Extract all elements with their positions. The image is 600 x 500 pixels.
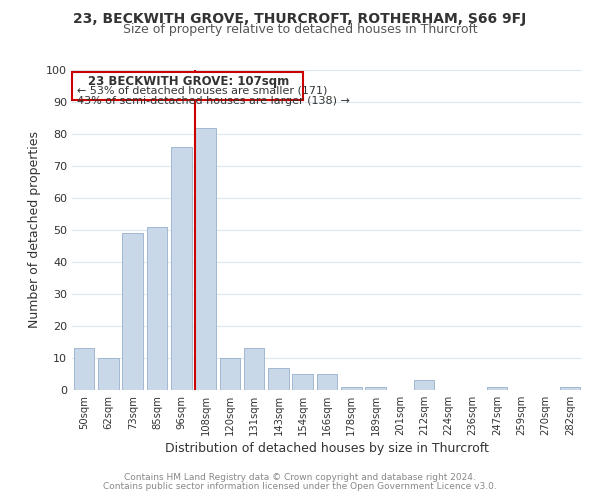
Y-axis label: Number of detached properties: Number of detached properties — [28, 132, 41, 328]
Text: ← 53% of detached houses are smaller (171): ← 53% of detached houses are smaller (17… — [77, 86, 327, 96]
Text: 43% of semi-detached houses are larger (138) →: 43% of semi-detached houses are larger (… — [77, 96, 350, 106]
Bar — [122, 233, 143, 390]
Bar — [365, 387, 386, 390]
Bar — [487, 387, 508, 390]
Bar — [146, 227, 167, 390]
X-axis label: Distribution of detached houses by size in Thurcroft: Distribution of detached houses by size … — [165, 442, 489, 455]
Bar — [560, 387, 580, 390]
Bar — [292, 374, 313, 390]
Text: 23 BECKWITH GROVE: 107sqm: 23 BECKWITH GROVE: 107sqm — [88, 75, 289, 88]
Bar — [98, 358, 119, 390]
Bar — [268, 368, 289, 390]
Bar — [220, 358, 240, 390]
Text: Contains public sector information licensed under the Open Government Licence v3: Contains public sector information licen… — [103, 482, 497, 491]
FancyBboxPatch shape — [73, 72, 303, 101]
Bar — [341, 387, 362, 390]
Text: 23, BECKWITH GROVE, THURCROFT, ROTHERHAM, S66 9FJ: 23, BECKWITH GROVE, THURCROFT, ROTHERHAM… — [73, 12, 527, 26]
Text: Size of property relative to detached houses in Thurcroft: Size of property relative to detached ho… — [122, 22, 478, 36]
Text: Contains HM Land Registry data © Crown copyright and database right 2024.: Contains HM Land Registry data © Crown c… — [124, 474, 476, 482]
Bar — [244, 348, 265, 390]
Bar — [317, 374, 337, 390]
Bar — [74, 348, 94, 390]
Bar — [195, 128, 216, 390]
Bar — [171, 147, 191, 390]
Bar — [414, 380, 434, 390]
